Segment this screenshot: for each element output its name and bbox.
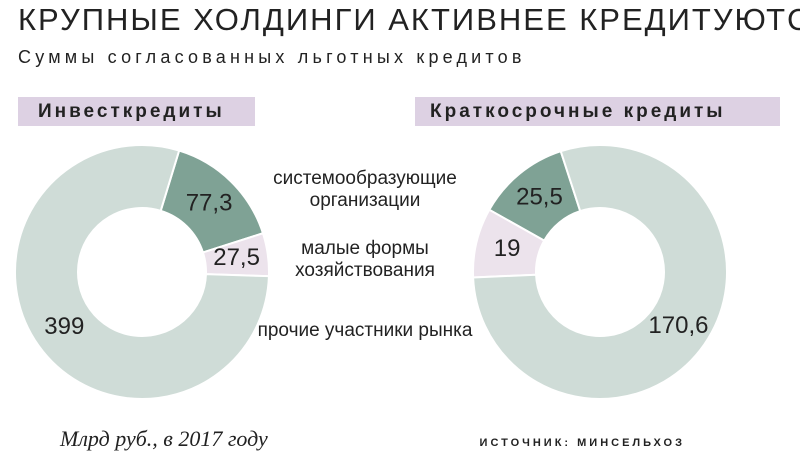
legend-label: прочие участники рынка [257, 320, 473, 341]
chart-title-bar [18, 97, 255, 126]
chart-title: Краткосрочные кредиты [430, 101, 726, 122]
value-label: 25,5 [516, 183, 563, 210]
title: КРУПНЫЕ ХОЛДИНГИ АКТИВНЕЕ КРЕДИТУЮТСЯ [18, 2, 800, 37]
chart-title-bar [415, 97, 780, 126]
legend-label: малые формы хозяйствования [295, 238, 435, 281]
unit-note: Млрд руб., в 2017 году [59, 426, 268, 451]
value-label: 77,3 [186, 189, 233, 216]
subtitle: Суммы согласованных льготных кредитов [18, 47, 526, 67]
donut-segment [14, 144, 270, 400]
value-label: 170,6 [648, 312, 708, 339]
chart-title: Инвесткредиты [38, 101, 225, 122]
legend-label: системообразующие организации [273, 168, 457, 211]
source: ИСТОЧНИК: МИНСЕЛЬХОЗ [480, 437, 685, 449]
donut-segment [472, 144, 728, 400]
value-label: 27,5 [213, 244, 260, 271]
value-label: 19 [494, 235, 521, 262]
value-label: 399 [44, 313, 84, 340]
